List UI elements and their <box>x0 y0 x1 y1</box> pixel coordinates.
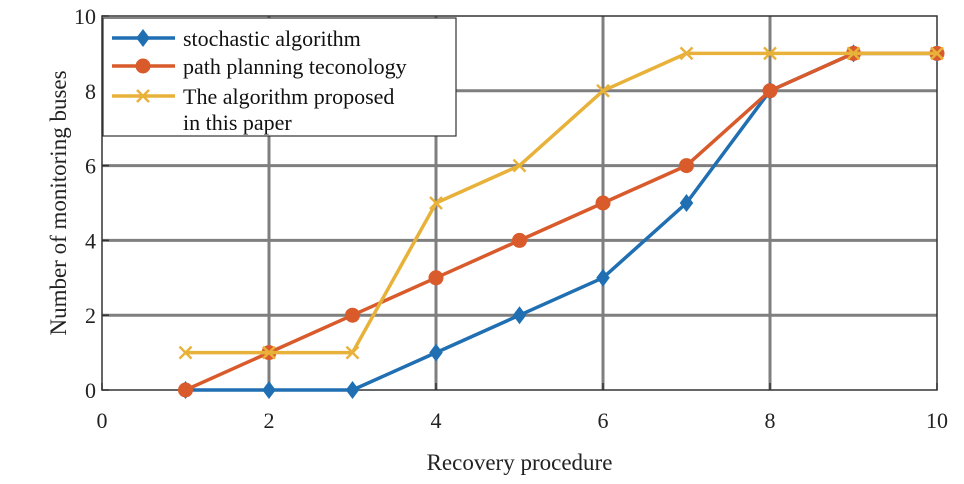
x-tick-label: 2 <box>264 408 275 433</box>
legend-swatch-marker <box>136 29 150 47</box>
legend-label: stochastic algorithm <box>183 26 361 51</box>
series-2-point <box>345 307 360 323</box>
series-2-point <box>679 158 694 174</box>
y-tick-label: 6 <box>85 154 96 179</box>
series-1-point <box>262 381 276 399</box>
series-layer <box>178 44 945 399</box>
legend-item-2: path planning teconology <box>112 54 407 79</box>
series-1-point <box>679 194 694 212</box>
legend: stochastic algorithm path planning tecono… <box>102 17 457 137</box>
legend-label: The algorithm proposed <box>183 84 394 109</box>
series-1-point <box>345 381 360 399</box>
x-tick-label: 6 <box>598 408 609 433</box>
series-3-point <box>846 46 861 61</box>
series-2-point <box>762 83 778 99</box>
series-2-point <box>178 382 193 398</box>
series-3 <box>178 46 944 360</box>
x-tick-label: 4 <box>431 408 442 433</box>
y-tick-label: 0 <box>85 378 96 403</box>
x-axis-label: Recovery procedure <box>427 450 613 475</box>
legend-label: path planning teconology <box>183 54 407 79</box>
series-3-point <box>262 345 276 360</box>
series-2-line <box>184 51 937 392</box>
series-1-point <box>596 268 610 287</box>
series-2-point <box>512 232 527 248</box>
series-3-point <box>512 158 527 173</box>
plot-frame <box>101 15 938 391</box>
series-2-point <box>595 195 611 211</box>
series-3-point <box>679 46 694 61</box>
axis-ticks: 0 2 4 6 8 10 0 2 4 6 8 10 <box>74 4 948 433</box>
series-3-line <box>185 51 937 355</box>
series-1-point <box>429 343 443 362</box>
series-3-point <box>596 83 610 98</box>
x-tick-label: 8 <box>765 408 776 433</box>
y-tick-label: 2 <box>85 303 96 328</box>
y-tick-label: 8 <box>85 79 96 104</box>
series-3-point <box>429 196 443 210</box>
legend-item-1: stochastic algorithm <box>112 26 361 51</box>
series-2-point <box>428 270 444 286</box>
x-tick-label: 0 <box>97 408 108 433</box>
y-tick-label: 4 <box>85 228 96 253</box>
series-3-point <box>930 46 944 61</box>
series-3-point <box>178 345 193 360</box>
series-3-point <box>763 46 777 61</box>
legend-swatch-marker <box>135 58 151 74</box>
series-1-point <box>512 306 527 325</box>
series-3-point <box>345 345 360 360</box>
x-tick-label: 10 <box>926 408 948 433</box>
y-tick-label: 10 <box>74 4 96 29</box>
legend-label: in this paper <box>183 110 292 135</box>
y-axis-label: Number of monitoring buses <box>46 70 71 335</box>
legend-swatch-marker <box>136 89 150 103</box>
